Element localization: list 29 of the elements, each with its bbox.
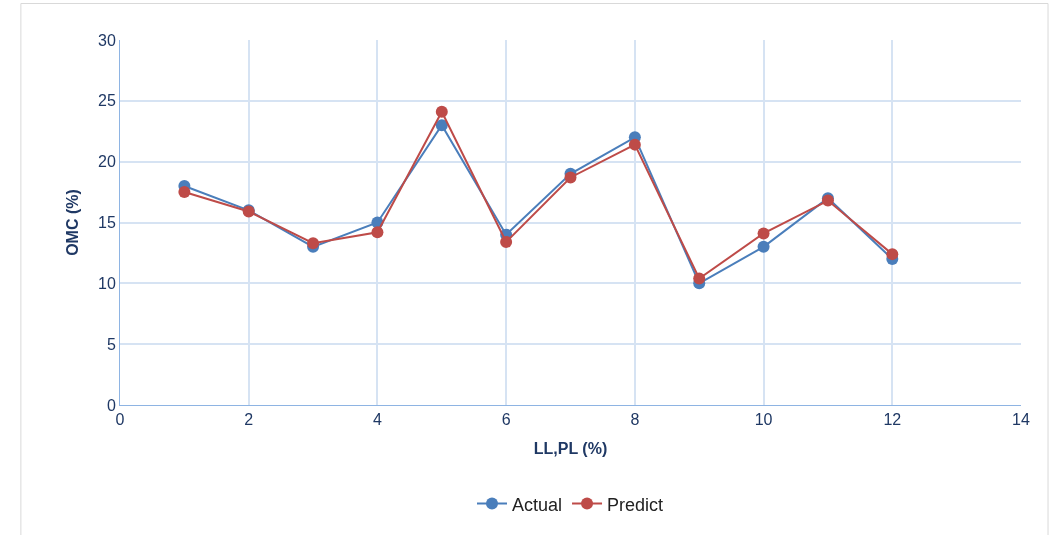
x-tick-label: 6 (501, 411, 511, 429)
y-tick-label: 30 (98, 31, 116, 49)
y-tick-label: 0 (106, 396, 116, 414)
point (500, 235, 513, 248)
legend-label: Actual (512, 494, 563, 515)
x-tick-label: 8 (630, 411, 640, 429)
y-tick-label: 25 (98, 92, 116, 110)
x-tick-label: 12 (883, 411, 902, 429)
y-axis-title: OMC (%) (63, 189, 81, 256)
y-tick-label: 10 (98, 274, 116, 292)
point (757, 240, 770, 253)
y-tick-label: 20 (98, 153, 116, 171)
x-axis-title: LL,PL (%) (533, 439, 608, 457)
x-tick-label: 4 (372, 411, 382, 429)
x-tick-label: 10 (754, 411, 773, 429)
point (435, 119, 448, 132)
y-tick-label: 15 (98, 214, 116, 232)
point (371, 226, 384, 239)
point (178, 186, 191, 199)
legend-label: Predict (607, 494, 664, 515)
point (628, 138, 641, 151)
point (757, 227, 770, 240)
y-tick-label: 5 (106, 335, 116, 353)
point (693, 272, 706, 285)
x-tick-label: 2 (244, 411, 254, 429)
point (886, 248, 899, 261)
point (435, 105, 448, 118)
x-tick-label: 14 (1012, 411, 1030, 429)
point (564, 171, 577, 184)
